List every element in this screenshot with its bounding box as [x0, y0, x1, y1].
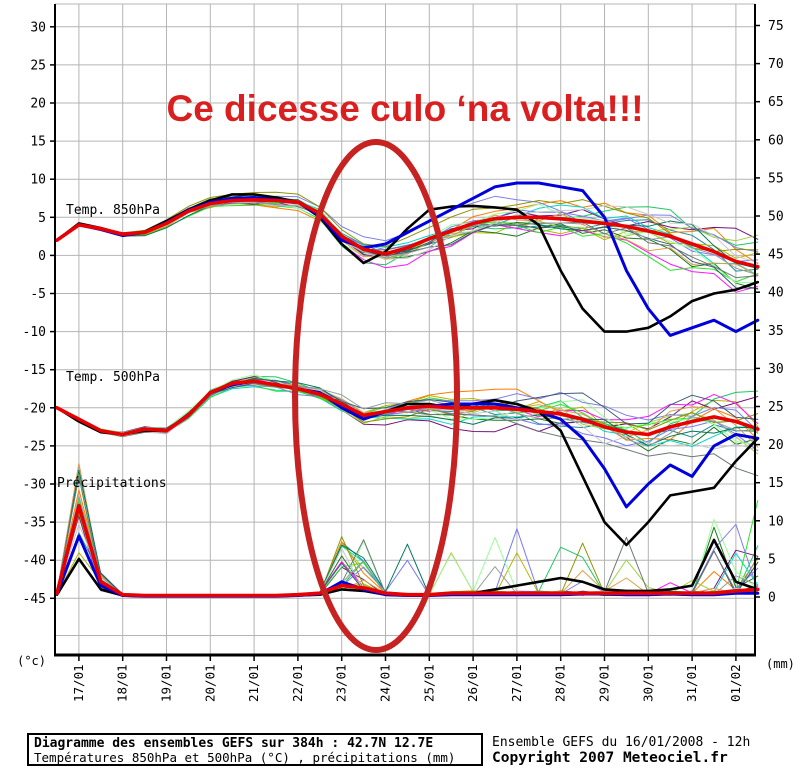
svg-text:31/01: 31/01 [684, 664, 699, 702]
svg-text:18/01: 18/01 [115, 664, 130, 702]
svg-text:30/01: 30/01 [640, 664, 655, 702]
footer-diagram-title: Diagramme des ensembles GEFS sur 384h : … [34, 736, 434, 751]
svg-text:19/01: 19/01 [159, 664, 174, 702]
svg-text:5: 5 [768, 552, 776, 567]
footer-run-info: Ensemble GEFS du 16/01/2008 - 12h Copyri… [492, 735, 750, 767]
svg-text:-35: -35 [23, 516, 46, 531]
svg-text:-15: -15 [23, 363, 46, 378]
svg-text:01/02: 01/02 [728, 664, 743, 702]
svg-text:-25: -25 [23, 439, 46, 454]
svg-text:26/01: 26/01 [465, 664, 480, 702]
svg-text:-20: -20 [23, 401, 46, 416]
svg-text:27/01: 27/01 [509, 664, 524, 702]
axes: 302520151050-5-10-15-20-25-30-35-40-45(°… [17, 4, 795, 702]
svg-text:23/01: 23/01 [334, 664, 349, 702]
svg-text:60: 60 [768, 133, 784, 148]
svg-text:22/01: 22/01 [290, 664, 305, 702]
svg-text:55: 55 [768, 171, 784, 186]
annotation-ellipse [292, 139, 460, 653]
ensemble-members [56, 191, 759, 597]
label-temp-850: Temp. 850hPa [66, 203, 160, 218]
svg-text:10: 10 [30, 173, 46, 188]
svg-text:30: 30 [768, 362, 784, 377]
footer-info-box: Diagramme des ensembles GEFS sur 384h : … [27, 733, 483, 766]
svg-text:20/01: 20/01 [202, 664, 217, 702]
svg-text:21/01: 21/01 [246, 664, 261, 702]
svg-text:35: 35 [768, 324, 784, 339]
svg-text:-10: -10 [23, 325, 46, 340]
svg-text:28/01: 28/01 [553, 664, 568, 702]
svg-text:45: 45 [768, 248, 784, 263]
svg-text:40: 40 [768, 286, 784, 301]
footer-run-label: Ensemble GEFS du 16/01/2008 - 12h [492, 735, 751, 750]
svg-text:15: 15 [30, 135, 46, 150]
svg-text:25/01: 25/01 [421, 664, 436, 702]
svg-text:24/01: 24/01 [378, 664, 393, 702]
svg-text:(mm): (mm) [766, 657, 795, 671]
svg-text:20: 20 [30, 97, 46, 112]
svg-text:25: 25 [768, 400, 784, 415]
footer-diagram-subtitle: Températures 850hPa et 500hPa (°C) , pré… [34, 750, 456, 765]
svg-text:5: 5 [38, 211, 46, 226]
svg-text:-45: -45 [23, 592, 46, 607]
svg-text:29/01: 29/01 [597, 664, 612, 702]
svg-text:70: 70 [768, 57, 784, 72]
svg-text:20: 20 [768, 438, 784, 453]
svg-text:-30: -30 [23, 478, 46, 493]
label-precipitations: Précipitations [57, 476, 167, 491]
svg-text:25: 25 [30, 58, 46, 73]
svg-text:65: 65 [768, 95, 784, 110]
svg-text:-5: -5 [30, 287, 46, 302]
svg-text:(°c): (°c) [17, 654, 46, 668]
legend: Moyenne des scénarios Run de contrôle Ru… [0, 698, 812, 730]
annotation-title: Ce dicesse culo ‘na volta!!! [166, 88, 644, 129]
svg-text:17/01: 17/01 [71, 664, 86, 702]
svg-text:75: 75 [768, 19, 784, 34]
label-temp-500: Temp. 500hPa [66, 370, 160, 385]
svg-text:0: 0 [768, 591, 776, 606]
main-runs [55, 181, 760, 598]
svg-text:0: 0 [38, 249, 46, 264]
svg-text:-40: -40 [23, 554, 46, 569]
svg-text:15: 15 [768, 476, 784, 491]
svg-text:30: 30 [30, 20, 46, 35]
svg-text:50: 50 [768, 210, 784, 225]
footer-copyright: Copyright 2007 Meteociel.fr [492, 750, 728, 766]
svg-text:10: 10 [768, 514, 784, 529]
